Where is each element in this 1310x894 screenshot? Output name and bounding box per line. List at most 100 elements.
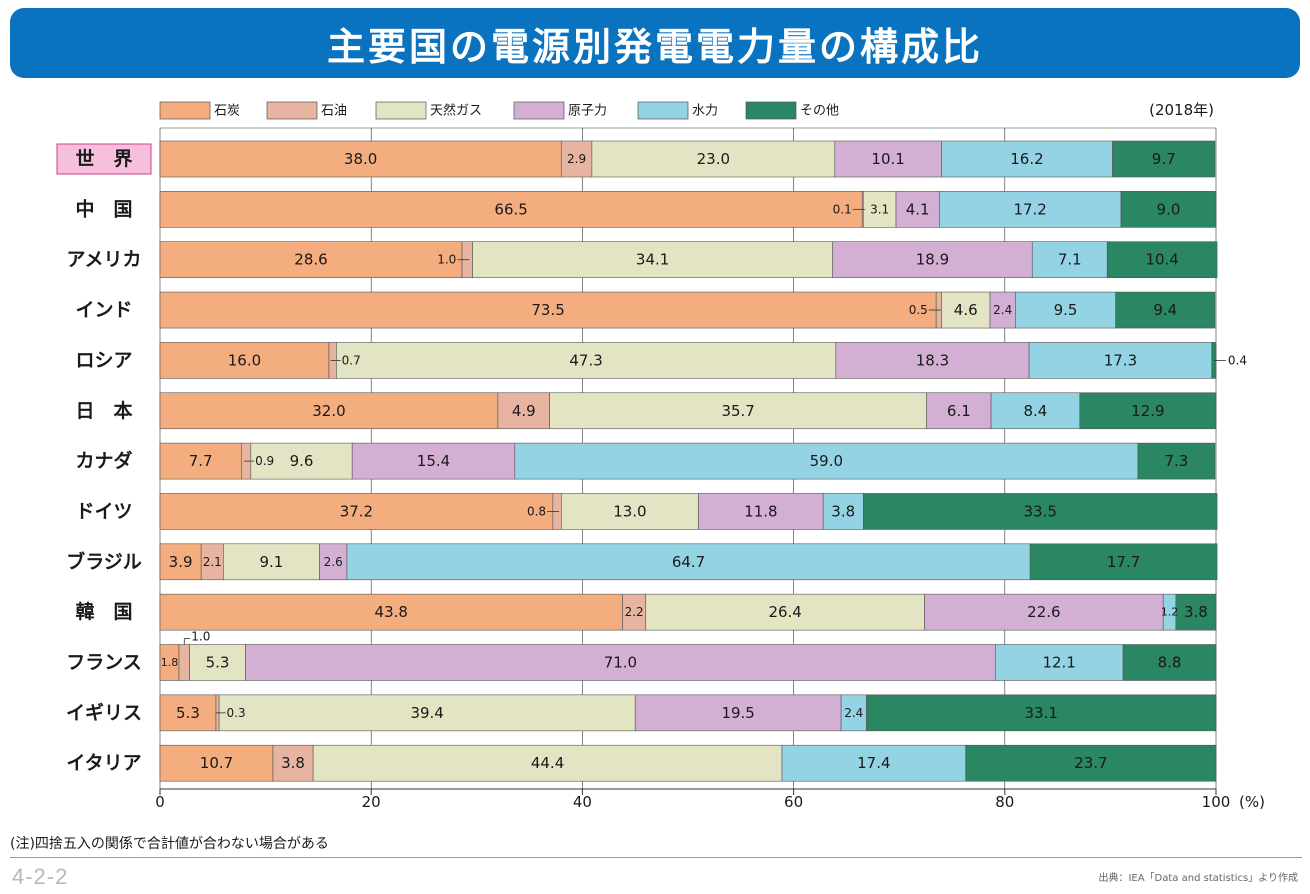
data-label: 28.6	[294, 251, 327, 269]
data-label: 2.4	[844, 706, 863, 720]
data-label: 18.9	[916, 251, 949, 269]
data-label: 12.9	[1131, 402, 1164, 420]
legend-label: その他	[800, 104, 839, 119]
bar-segment	[1122, 644, 1217, 681]
category-label: 世 界	[75, 148, 132, 170]
data-label: 7.1	[1058, 251, 1082, 269]
bar-segment	[832, 241, 1033, 278]
bar-segment	[941, 291, 991, 329]
bar-segment	[1028, 342, 1213, 379]
title-banner: 主要国の電源別発電電力量の構成比	[10, 8, 1300, 78]
data-label: 13.0	[613, 502, 646, 520]
data-label: 0.7	[342, 353, 361, 367]
data-label: 38.0	[344, 150, 377, 168]
legend-swatch	[745, 101, 797, 120]
legend-swatch	[513, 101, 565, 120]
data-label: 0.4	[1228, 353, 1247, 367]
data-label: 9.6	[290, 452, 314, 470]
data-label: 7.3	[1164, 452, 1188, 470]
source-note: 出典：IEA「Data and statistics」より作成	[1098, 873, 1298, 884]
bar-segment	[549, 392, 927, 430]
data-label: 33.1	[1025, 704, 1058, 722]
x-tick-label: 80	[995, 793, 1014, 811]
bar-segment	[346, 543, 1031, 581]
footer-divider	[10, 857, 1302, 858]
bar-segment	[924, 593, 1164, 631]
year-note: (2018年)	[1149, 101, 1214, 119]
bar-segment	[159, 694, 217, 732]
bar-segment	[941, 140, 1113, 178]
bar-segment	[1120, 191, 1217, 228]
data-label: 11.8	[744, 502, 777, 520]
data-label: 39.4	[410, 704, 443, 722]
data-label: 5.3	[176, 704, 200, 722]
bar-segment	[926, 392, 992, 430]
data-label: 0.8	[527, 504, 546, 518]
bar-segment	[990, 392, 1081, 430]
data-label: 16.0	[228, 351, 261, 369]
data-label: 35.7	[721, 402, 754, 420]
x-unit-label: (%)	[1239, 793, 1265, 811]
data-label: 4.6	[954, 301, 978, 319]
bar-segment	[1029, 543, 1218, 581]
x-tick-label: 60	[784, 793, 803, 811]
category-label: フランス	[66, 652, 142, 674]
data-label: 1.0	[191, 630, 210, 644]
data-label: 64.7	[672, 553, 705, 571]
data-label: 9.7	[1152, 150, 1176, 168]
data-label: 0.9	[255, 454, 274, 468]
bar-segment	[834, 140, 942, 178]
category-label: アメリカ	[66, 249, 141, 271]
category-label: ブラジル	[66, 550, 142, 573]
data-label: 3.8	[1184, 603, 1208, 621]
data-label: 47.3	[569, 351, 602, 369]
data-label: 44.4	[531, 754, 564, 772]
category-label: イギリス	[66, 702, 142, 724]
data-label: 2.9	[567, 152, 586, 166]
bar-segment	[862, 191, 897, 228]
bar-segment	[835, 342, 1030, 379]
data-label: 3.8	[831, 502, 855, 520]
data-label: 7.7	[189, 452, 213, 470]
data-label: 32.0	[312, 402, 345, 420]
bar-segment	[781, 744, 967, 782]
data-label: 43.8	[375, 603, 408, 621]
category-label: インド	[75, 299, 132, 321]
legend-label: 原子力	[568, 104, 607, 119]
x-tick-label: 40	[573, 793, 592, 811]
bar-segment	[312, 744, 783, 782]
data-label: 9.1	[259, 553, 283, 571]
bar-segment	[472, 241, 833, 278]
data-label: 10.4	[1145, 251, 1178, 269]
data-label: 33.5	[1023, 502, 1056, 520]
bar-segment	[218, 694, 636, 732]
legend-label: 石油	[321, 104, 347, 119]
chart-title: 主要国の電源別発電電力量の構成比	[326, 24, 983, 69]
data-label: 5.3	[206, 654, 230, 672]
data-label: 23.7	[1074, 754, 1107, 772]
data-label: 0.3	[227, 706, 246, 720]
bar-segment	[159, 342, 330, 379]
data-label: 16.2	[1010, 150, 1043, 168]
category-label: 日 本	[75, 399, 132, 422]
data-label: 34.1	[636, 251, 669, 269]
bar-segment	[822, 493, 864, 530]
bar-segment	[319, 543, 348, 581]
bar-segment	[178, 644, 190, 681]
data-label: 17.2	[1013, 200, 1046, 218]
bar-segment	[939, 191, 1122, 228]
data-label: 0.1	[833, 202, 852, 216]
x-tick-label: 20	[362, 793, 381, 811]
figure-code: 4-2-2	[12, 864, 69, 889]
data-label: 2.6	[324, 555, 343, 569]
bar-segment	[223, 543, 320, 581]
bar-segment	[1031, 241, 1108, 278]
bar-segment	[159, 493, 554, 530]
category-label: ロシア	[75, 349, 132, 371]
bar-segment	[159, 191, 863, 228]
footnote: (注)四捨五入の関係で合計値が合わない場合がある	[10, 836, 329, 852]
bar-segment	[250, 442, 353, 480]
bar-segment	[1015, 291, 1116, 329]
bar-segment	[159, 593, 623, 631]
